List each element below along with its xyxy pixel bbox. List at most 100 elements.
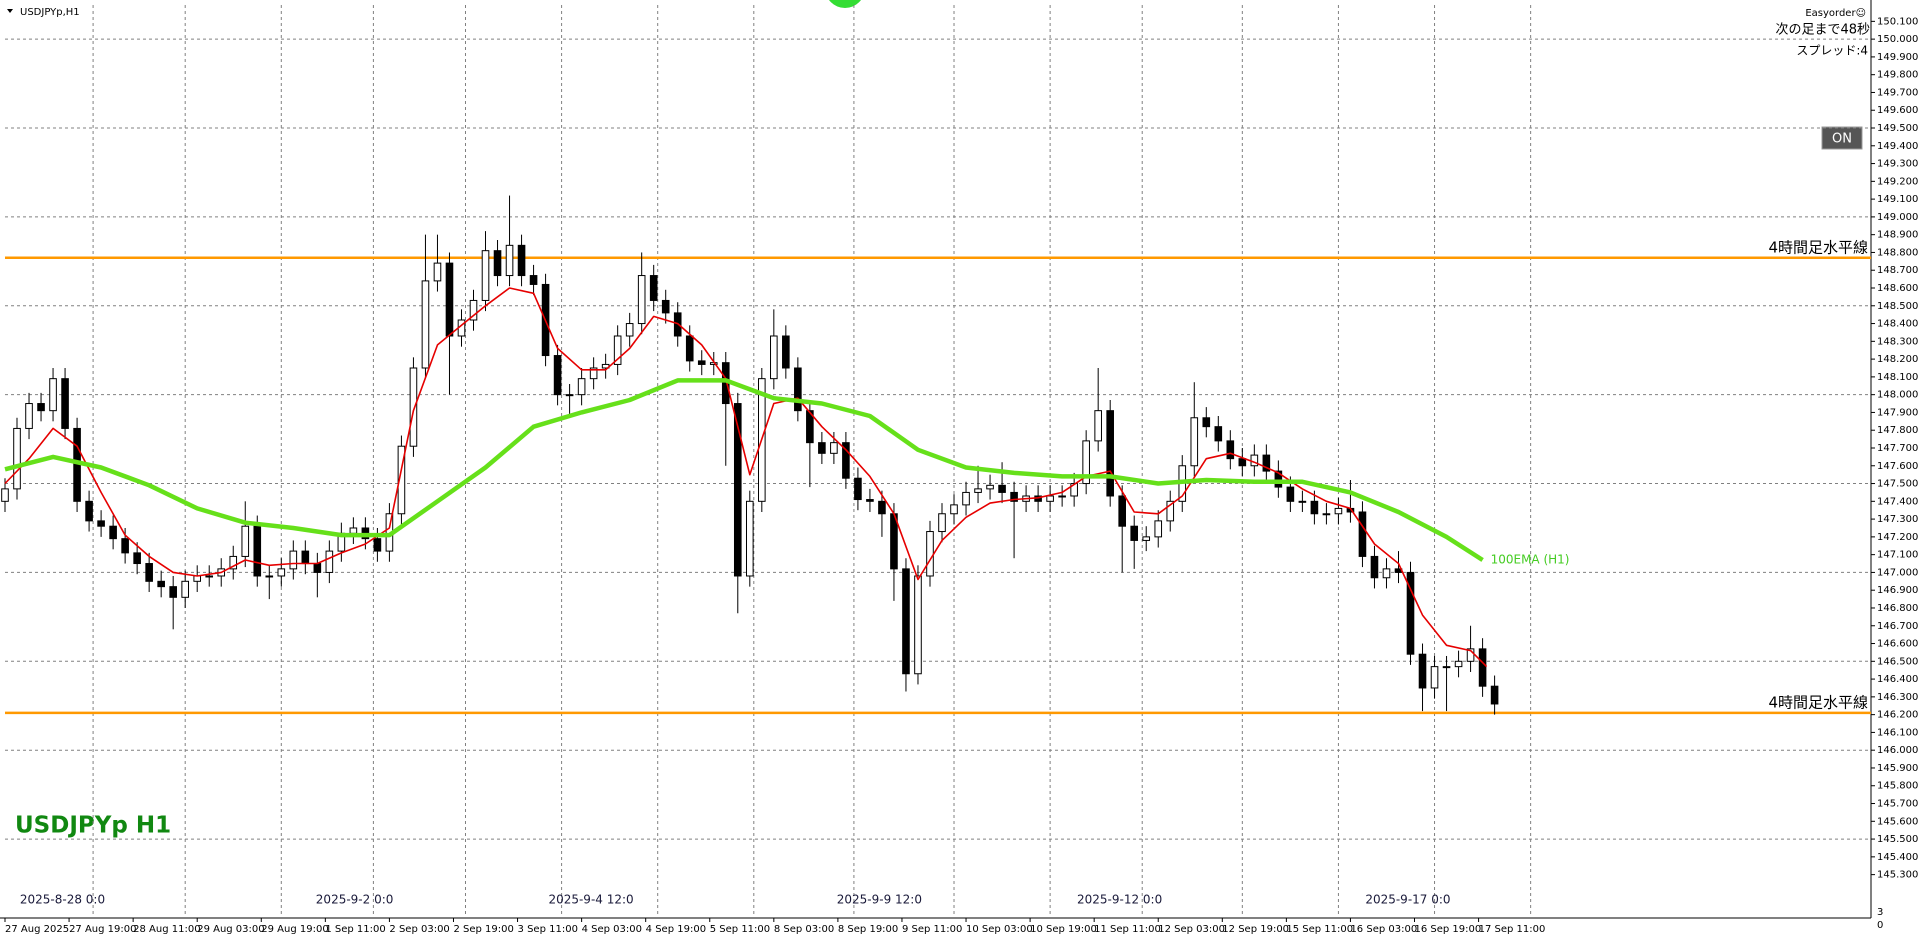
y-tick-label: 146.500	[1877, 656, 1918, 667]
candle-body	[1226, 440, 1235, 460]
candle-body	[277, 568, 286, 577]
candle-body	[842, 442, 850, 479]
candle-body	[325, 550, 334, 573]
y-tick-label: 147.100	[1877, 550, 1918, 561]
x-tick-label: 4 Sep 19:00	[646, 924, 706, 935]
candle-body	[433, 262, 442, 282]
y-tick-label: 146.300	[1877, 692, 1918, 703]
candle-body	[938, 513, 946, 533]
candle-body	[553, 355, 562, 396]
x-tick-label: 11 Sep 11:00	[1094, 924, 1161, 935]
x-tick-label: 12 Sep 03:00	[1158, 924, 1225, 935]
y-tick-label: 147.400	[1877, 496, 1918, 507]
candle-body	[1382, 568, 1391, 579]
candle-body	[1322, 513, 1331, 516]
candle-body	[133, 552, 141, 565]
y-tick-label: 149.800	[1877, 70, 1918, 81]
candle-body	[265, 575, 274, 578]
grid-layer	[4, 5, 1875, 922]
countdown-label: 次の足まで48秒	[1775, 22, 1870, 38]
candle-body	[1058, 495, 1066, 498]
x-tick-label: 2 Sep 19:00	[453, 924, 513, 935]
candle-body	[733, 403, 742, 577]
y-tick-label: 149.400	[1877, 141, 1918, 152]
candle-body	[1262, 454, 1271, 472]
candle-body	[1082, 440, 1090, 485]
y-tick-label: 145.400	[1877, 852, 1918, 863]
y-tick-label: 146.200	[1877, 710, 1918, 721]
y-tick-label: 149.900	[1877, 52, 1918, 63]
candle-body	[1142, 536, 1151, 541]
candle-body	[637, 275, 646, 325]
candle-body	[253, 525, 262, 577]
candle-body	[625, 323, 634, 337]
y-tick-label: 147.700	[1877, 443, 1918, 454]
y-tick-label: 145.300	[1877, 870, 1918, 881]
candle-body	[770, 335, 778, 380]
y-tick-label: 148.900	[1877, 230, 1918, 241]
candle-body	[1190, 417, 1199, 467]
candle-body	[517, 244, 526, 277]
candle-body	[866, 499, 874, 502]
y-tick-label: 148.100	[1877, 372, 1918, 383]
y-tick-label: 148.000	[1877, 390, 1918, 401]
date-marker: 2025-9-9 12:0	[837, 893, 922, 907]
candle-body	[181, 580, 189, 598]
candle-body	[481, 250, 490, 301]
x-tick-label: 10 Sep 03:00	[966, 924, 1033, 935]
moving-average-line	[4, 287, 1488, 668]
x-tick-label: 29 Aug 19:00	[261, 924, 328, 935]
candle-body	[1130, 525, 1139, 541]
candle-body	[1370, 555, 1379, 579]
y-tick-label: 149.500	[1877, 123, 1918, 134]
easyorder-label: Easyorder☺	[1805, 8, 1866, 19]
candle-body	[493, 250, 502, 277]
y-tick-label: 145.900	[1877, 763, 1918, 774]
candle-body	[830, 442, 838, 454]
y-tick-label: 147.000	[1877, 567, 1918, 578]
candle-body	[25, 403, 33, 429]
candle-body	[505, 244, 514, 277]
y-tick-label: 148.300	[1877, 336, 1918, 347]
candle-body	[1118, 495, 1127, 527]
horizontal-line-label: 4時間足水平線	[1768, 693, 1868, 711]
candle-body	[589, 367, 598, 380]
y-tick-label: 146.900	[1877, 585, 1918, 596]
y-tick-label: 149.600	[1877, 105, 1918, 116]
candle-body	[421, 280, 430, 369]
candle-body	[1442, 666, 1451, 669]
date-marker: 2025-9-12 0:0	[1077, 893, 1162, 907]
candle-body	[1454, 660, 1463, 668]
y-tick-label: 146.700	[1877, 621, 1918, 632]
x-tick-label: 27 Aug 19:00	[69, 924, 136, 935]
candle-body	[661, 299, 670, 314]
candle-body	[974, 488, 982, 493]
y-tick-label: 149.300	[1877, 159, 1918, 170]
on-button[interactable]	[1821, 126, 1863, 150]
candle-body	[854, 477, 862, 501]
candle-body	[1418, 653, 1427, 689]
date-marker: 2025-9-2 0:0	[316, 893, 394, 907]
x-tick-label: 4 Sep 03:00	[582, 924, 642, 935]
candle-body	[950, 504, 958, 515]
candle-body	[37, 403, 45, 412]
y-tick-label: 146.800	[1877, 603, 1918, 614]
candle-body	[229, 555, 238, 570]
candle-body	[349, 527, 358, 534]
menu-triangle[interactable]	[7, 9, 13, 13]
candle-body	[1298, 500, 1307, 503]
on-button-label[interactable]: ON	[1832, 132, 1852, 147]
candle-body	[1202, 417, 1211, 428]
y-tick-label: 149.200	[1877, 176, 1918, 187]
scale-corner-label: 0	[1877, 920, 1883, 931]
x-tick-label: 28 Aug 11:00	[133, 924, 200, 935]
candle-body	[313, 563, 322, 573]
y-tick-label: 150.100	[1877, 16, 1918, 27]
x-tick-label: 10 Sep 19:00	[1030, 924, 1097, 935]
spread-label: スプレッド:4	[1796, 44, 1868, 58]
scale-corner-label: 3	[1877, 907, 1883, 918]
candle-body	[1010, 491, 1018, 502]
candle-body	[157, 580, 165, 588]
